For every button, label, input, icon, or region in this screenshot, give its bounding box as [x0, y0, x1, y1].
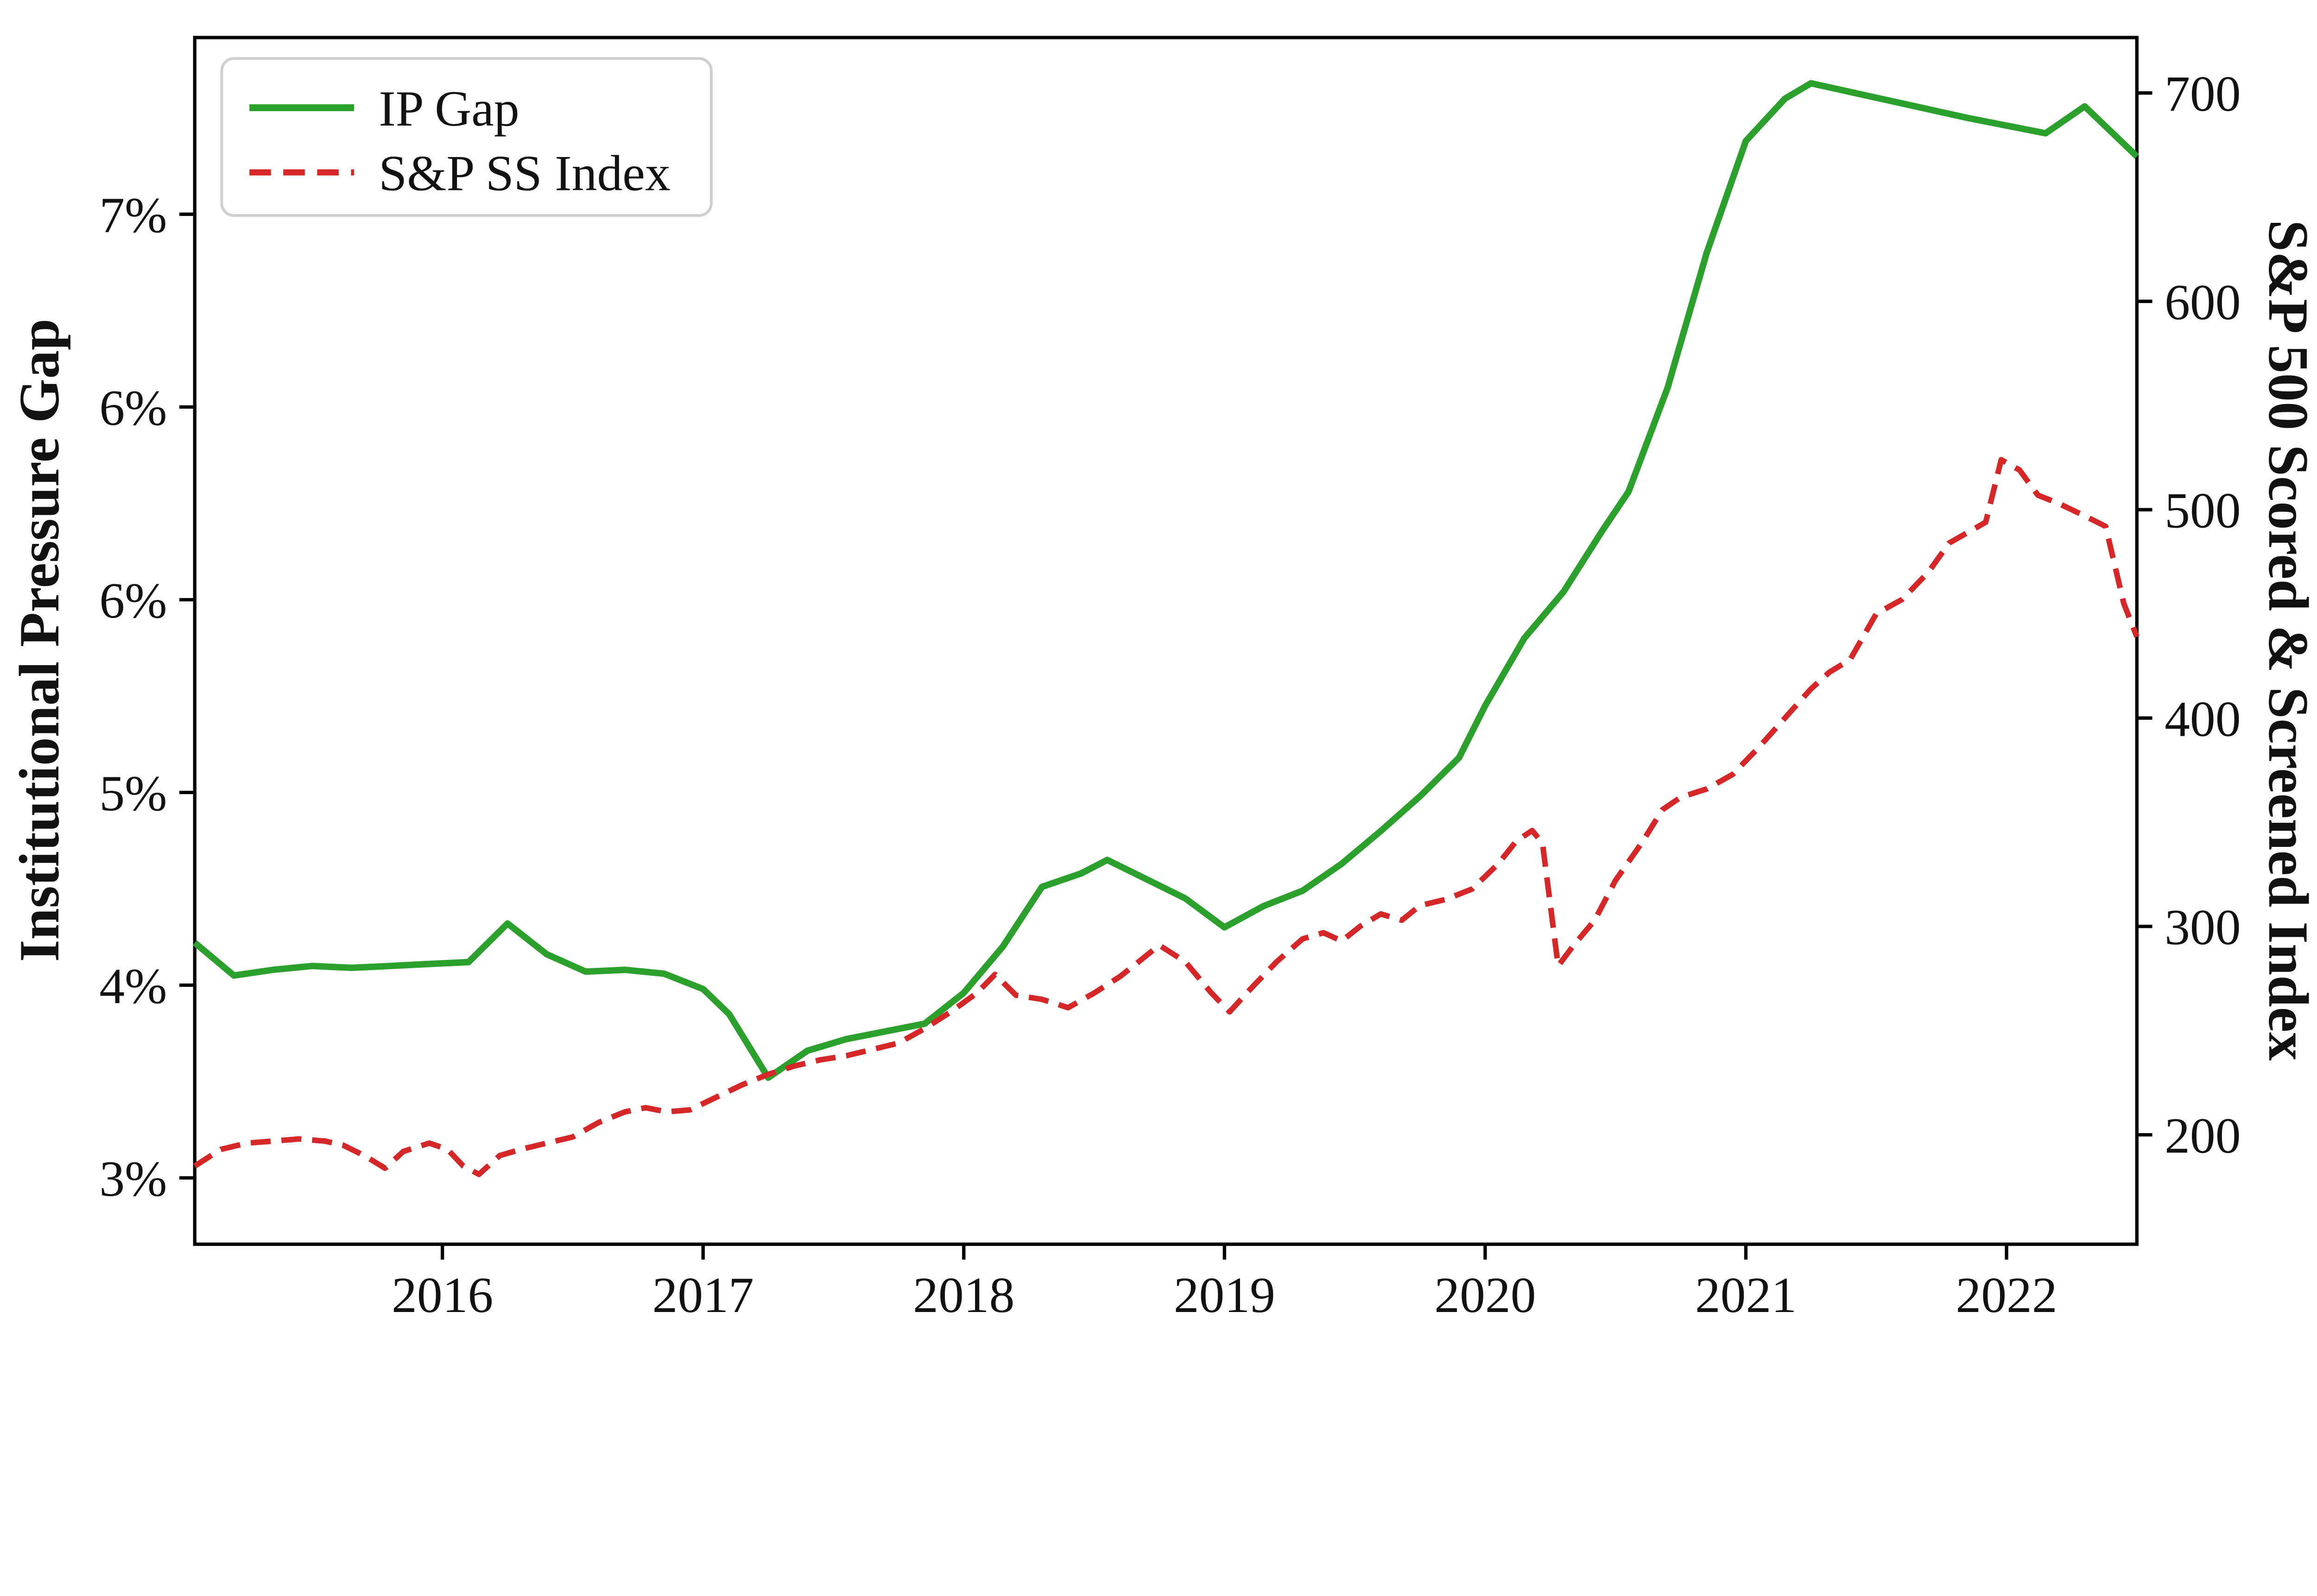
right-tick-label: 700 [2165, 65, 2241, 122]
series-line-s-p-ss-index [193, 457, 2140, 1177]
legend: IP Gap S&P SS Index [220, 57, 713, 217]
dual-axis-line-chart: 2016 2017 2018 2019 2020 2021 2022 3% 4% 5% 6% 6% 7%… [7, 36, 2317, 1323]
x-tick-label: 2021 [1695, 1267, 1797, 1323]
plot-area: 2016 2017 2018 2019 2020 2021 2022 3% 4% 5% 6% 6% 7%… [99, 36, 2241, 1323]
plot-border [193, 36, 2139, 1246]
right-tick-label: 500 [2165, 482, 2241, 539]
x-tick-label: 2019 [1174, 1267, 1275, 1323]
x-tick-label: 2017 [652, 1267, 754, 1323]
left-tick-label: 5% [99, 765, 167, 821]
right-tick-label: 400 [2165, 690, 2241, 747]
legend-box [220, 57, 713, 217]
left-tick-label: 4% [99, 958, 167, 1014]
right-tick-label: 300 [2165, 899, 2241, 955]
left-tick-label: 6% [99, 379, 167, 436]
x-tick-label: 2016 [392, 1267, 493, 1323]
x-tick-label: 2018 [913, 1267, 1014, 1323]
left-tick-label: 3% [99, 1150, 167, 1207]
right-tick-label: 200 [2165, 1107, 2241, 1164]
left-axis-title: Institutional Pressure Gap [7, 319, 71, 962]
chart-figure: 2016 2017 2018 2019 2020 2021 2022 3% 4% 5% 6% 6% 7%… [7, 36, 2317, 1323]
left-tick-label: 6% [99, 572, 167, 629]
x-tick-label: 2020 [1434, 1267, 1536, 1323]
legend-label-sp-ss-index: S&P SS Index [379, 145, 670, 201]
left-tick-label: 7% [99, 187, 167, 243]
right-tick-label: 600 [2165, 274, 2241, 330]
series-line-ip-gap [192, 80, 2140, 1081]
x-tick-label: 2022 [1956, 1267, 2057, 1323]
right-axis-title: S&P 500 Scored & Screened Index [2257, 220, 2317, 1060]
legend-label-ip-gap: IP Gap [379, 80, 519, 137]
